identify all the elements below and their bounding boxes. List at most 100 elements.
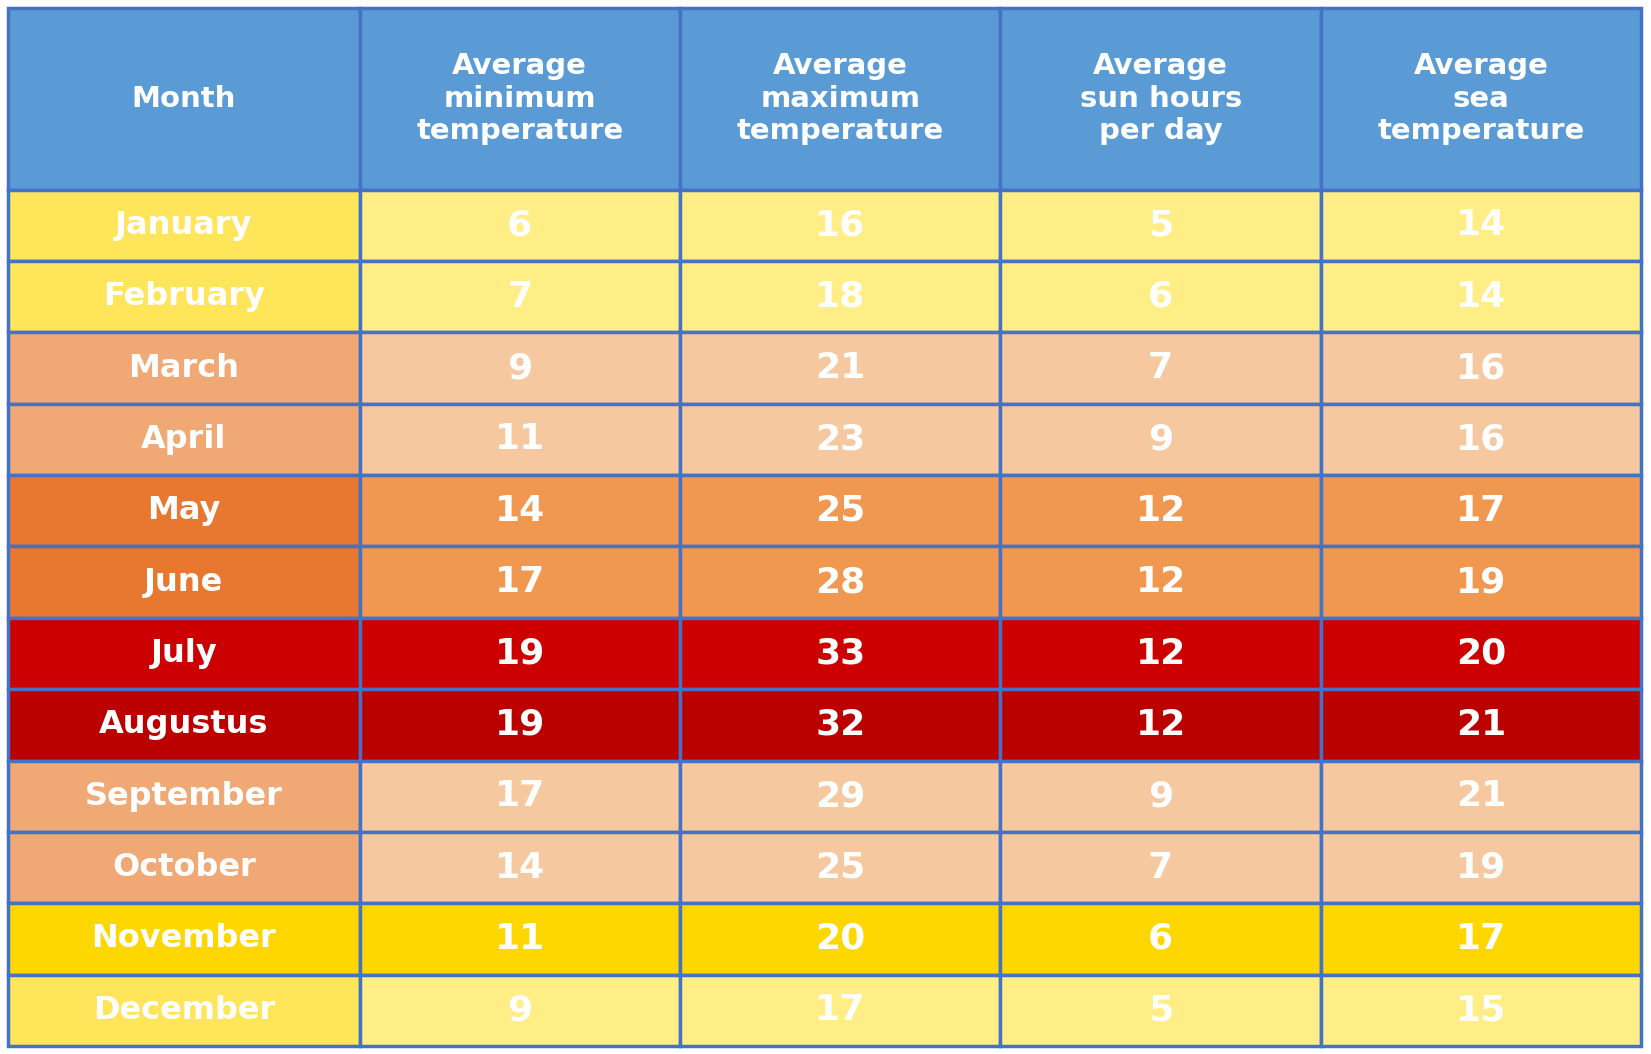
Text: Average
sea
temperature: Average sea temperature [1377,53,1585,145]
Bar [8,832,360,903]
Bar [1001,761,1321,832]
Bar [1321,903,1641,975]
Bar [8,404,360,475]
Bar [1321,546,1641,618]
Text: 19: 19 [495,637,545,670]
Bar [8,975,360,1046]
Bar [8,261,360,332]
Text: 25: 25 [816,493,865,528]
Text: 7: 7 [507,279,532,314]
Bar [1001,332,1321,404]
Bar [8,689,360,761]
Bar [680,332,1001,404]
Text: 5: 5 [1147,993,1174,1028]
Text: 17: 17 [495,565,545,599]
Bar [680,261,1001,332]
Text: December: December [92,995,274,1026]
Bar [1001,832,1321,903]
Text: 19: 19 [1456,565,1506,599]
Bar [1001,190,1321,261]
Bar [680,689,1001,761]
Bar [360,332,680,404]
Text: June: June [144,567,223,598]
Bar [680,8,1001,190]
Bar [680,832,1001,903]
Text: 14: 14 [1456,209,1506,242]
Text: 20: 20 [1456,637,1506,670]
Text: 21: 21 [1456,708,1506,742]
Bar [680,190,1001,261]
Text: 21: 21 [816,351,865,385]
Text: 14: 14 [495,493,545,528]
Text: 18: 18 [816,279,865,314]
Bar [360,475,680,546]
Bar [8,546,360,618]
Text: 11: 11 [495,922,545,956]
Bar [1321,190,1641,261]
Text: November: November [91,923,276,955]
Text: 28: 28 [816,565,865,599]
Text: 9: 9 [1147,779,1174,814]
Text: September: September [84,781,282,812]
Bar [1321,8,1641,190]
Text: 23: 23 [816,423,865,456]
Bar [8,903,360,975]
Text: 33: 33 [816,637,865,670]
Text: Average
sun hours
per day: Average sun hours per day [1080,53,1242,145]
Text: 17: 17 [1456,922,1506,956]
Text: 17: 17 [1456,493,1506,528]
Bar [1321,475,1641,546]
Text: April: April [140,424,226,455]
Text: 7: 7 [1147,351,1174,385]
Text: Average
maximum
temperature: Average maximum temperature [736,53,944,145]
Text: 20: 20 [816,922,865,956]
Bar [8,190,360,261]
Bar [8,761,360,832]
Text: 32: 32 [816,708,865,742]
Bar [360,404,680,475]
Bar [1001,8,1321,190]
Text: Augustus: Augustus [99,709,269,740]
Text: 19: 19 [495,708,545,742]
Bar [8,332,360,404]
Text: January: January [116,210,253,240]
Bar [1321,689,1641,761]
Bar [1321,761,1641,832]
Text: 5: 5 [1147,209,1174,242]
Bar [680,404,1001,475]
Text: 17: 17 [816,993,865,1028]
Bar [1001,475,1321,546]
Text: 19: 19 [1456,851,1506,884]
Text: 25: 25 [816,851,865,884]
Text: 12: 12 [1136,708,1185,742]
Text: 9: 9 [507,993,532,1028]
Bar [1321,832,1641,903]
Text: 6: 6 [1147,922,1174,956]
Text: 14: 14 [1456,279,1506,314]
Bar [1001,546,1321,618]
Bar [1001,618,1321,689]
Bar [680,975,1001,1046]
Bar [1001,689,1321,761]
Text: February: February [102,281,264,312]
Bar [360,689,680,761]
Text: 16: 16 [816,209,865,242]
Bar [360,546,680,618]
Text: 15: 15 [1456,993,1506,1028]
Bar [360,190,680,261]
Bar [360,975,680,1046]
Bar [8,8,360,190]
Text: 16: 16 [1456,423,1506,456]
Bar [8,475,360,546]
Text: 9: 9 [507,351,532,385]
Text: 16: 16 [1456,351,1506,385]
Text: October: October [112,852,256,883]
Bar [360,761,680,832]
Bar [1321,975,1641,1046]
Bar [360,618,680,689]
Bar [360,903,680,975]
Bar [360,261,680,332]
Bar [1001,261,1321,332]
Text: Month: Month [132,84,236,113]
Bar [1321,332,1641,404]
